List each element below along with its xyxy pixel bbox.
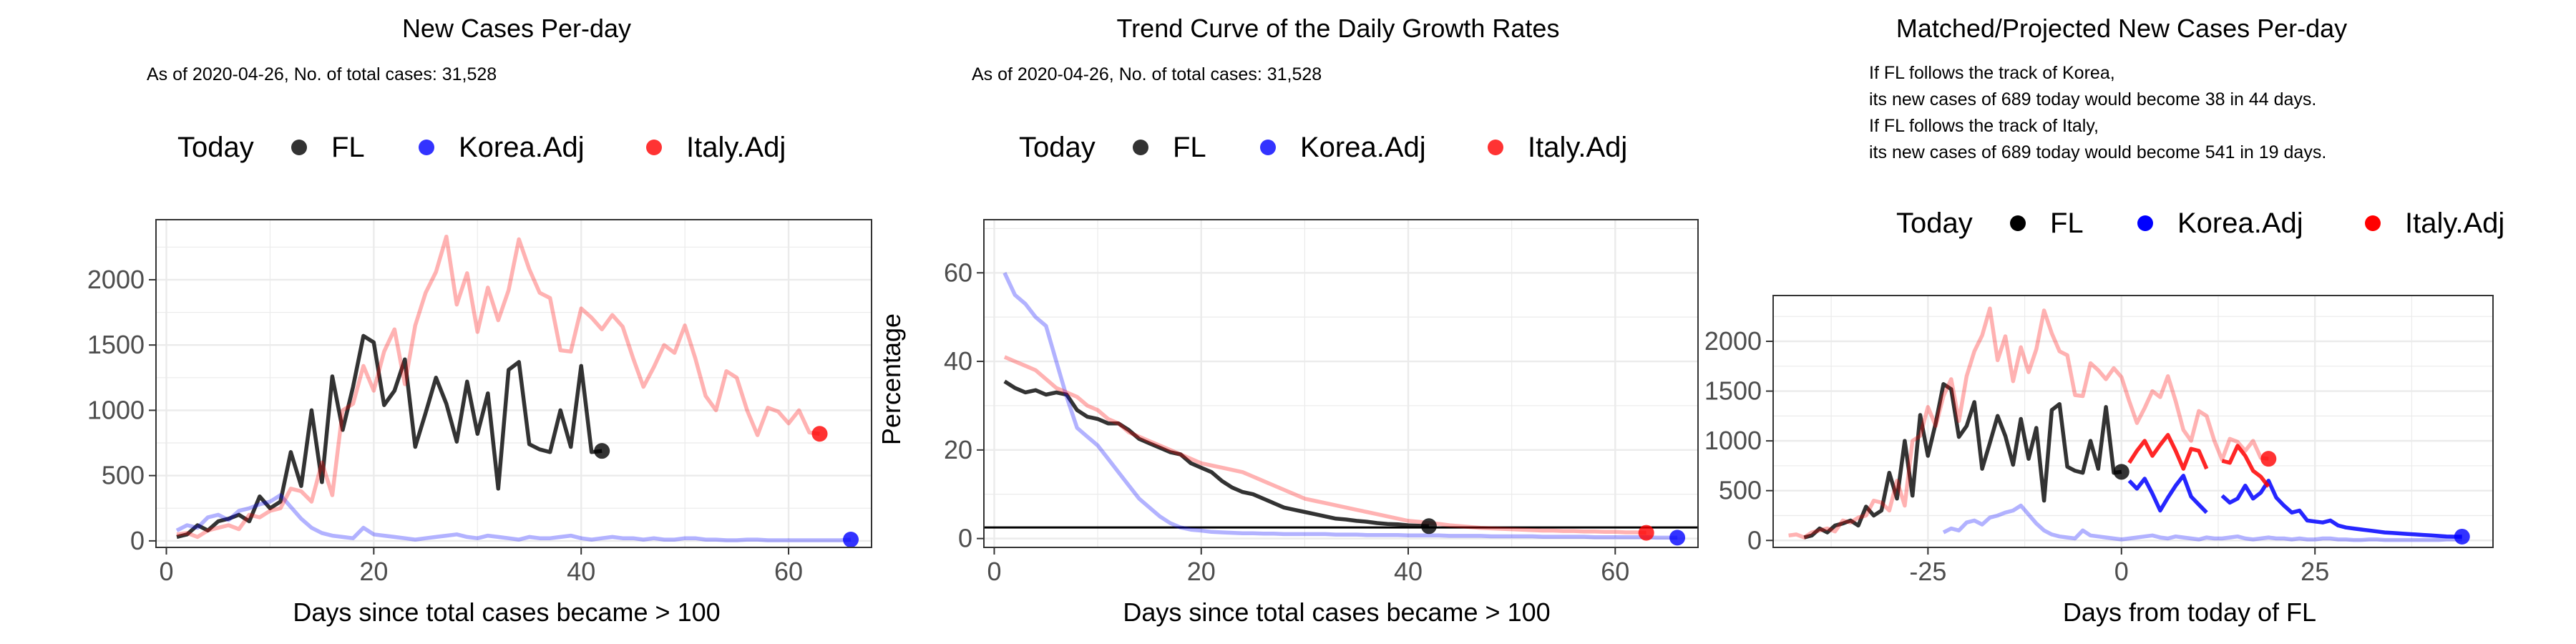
legend-key-korea (2137, 215, 2153, 231)
legend-key-fl (1133, 140, 1148, 155)
series-line-fl (176, 333, 602, 540)
legend-key-italy (1488, 140, 1503, 155)
panel-2-plot-area: 0 20 40 60 0 20 40 60 (944, 219, 1699, 586)
legend-key-korea (1260, 140, 1276, 155)
legend-label-korea: Korea.Adj (2177, 208, 2303, 239)
x-tick-label: 0 (159, 557, 173, 586)
x-tick-label: 0 (2114, 557, 2129, 586)
y-tick-label: 1000 (1704, 426, 1762, 455)
panel-1-plot-area: 0 20 40 60 0 500 1000 1500 2000 (87, 219, 872, 586)
panel-3-annotation-line-3: If FL follows the track of Italy, (1869, 116, 2099, 136)
today-point-fl (1420, 518, 1437, 535)
y-tick-label: 40 (944, 346, 972, 376)
panel-2-y-axis-label: Percentage (877, 313, 906, 445)
legend-title: Today (1019, 132, 1096, 163)
today-point-italy (811, 426, 828, 442)
legend-label-italy: Italy.Adj (1528, 132, 1627, 163)
y-tick-label: 0 (130, 526, 145, 555)
series-line-korea-projected (2127, 474, 2208, 514)
y-tick-label: 500 (102, 461, 145, 490)
series-line-korea (1002, 272, 1678, 540)
y-tick-label: 1500 (1704, 376, 1762, 406)
panel-2-x-axis-label: Days since total cases became > 100 (1123, 597, 1550, 627)
x-tick-label: 60 (1601, 557, 1629, 586)
legend-label-fl: FL (2050, 208, 2084, 239)
y-tick-label: 1500 (87, 330, 145, 359)
panel-border (1772, 295, 2494, 548)
panel-border (155, 219, 872, 548)
panel-1-legend: Today FL Korea.Adj Italy.Adj (177, 132, 786, 163)
series-line-korea-projected (2220, 479, 2462, 539)
panel-border (983, 219, 1699, 548)
panel-3-annotation-line-1: If FL follows the track of Korea, (1869, 63, 2115, 83)
x-tick-label: 20 (359, 557, 388, 586)
legend-key-italy (2365, 215, 2381, 231)
today-point-italy (2260, 451, 2277, 467)
y-tick-label: 20 (944, 435, 972, 464)
today-point-fl (2113, 464, 2129, 480)
legend-title: Today (1896, 208, 1973, 239)
y-tick-label: 0 (1747, 525, 1762, 555)
panel-3-annotation-line-4: its new cases of 689 today would become … (1869, 142, 2326, 162)
legend-label-fl: FL (331, 132, 365, 163)
legend-key-korea (419, 140, 434, 155)
legend-label-fl: FL (1173, 132, 1206, 163)
y-tick-label: 500 (1719, 476, 1762, 505)
legend-label-italy: Italy.Adj (686, 132, 786, 163)
legend-key-fl (291, 140, 307, 155)
series-line-korea (1942, 503, 2462, 542)
y-tick-label: 60 (944, 258, 972, 287)
panel-2-title: Trend Curve of the Daily Growth Rates (1117, 14, 1560, 43)
x-tick-label: -25 (1909, 557, 1946, 586)
today-point-italy (1638, 525, 1654, 541)
y-tick-label: 2000 (87, 265, 145, 294)
series-line-fl (1003, 379, 1430, 529)
legend-title: Today (177, 132, 254, 163)
x-tick-label: 0 (987, 557, 1001, 586)
panel-2-subtitle: As of 2020-04-26, No. of total cases: 31… (972, 64, 1322, 84)
panel-3-title: Matched/Projected New Cases Per-day (1896, 14, 2347, 43)
today-point-korea (843, 532, 859, 548)
series-line-italy-projected (2127, 433, 2209, 471)
today-point-fl (594, 443, 610, 459)
today-point-korea (1669, 530, 1686, 546)
series-line-italy (176, 234, 820, 540)
y-tick-label: 0 (958, 524, 972, 553)
panel-growth-rates: Trend Curve of the Daily Growth Rates As… (877, 14, 1699, 627)
today-point-korea (2454, 528, 2470, 545)
y-tick-label: 1000 (87, 395, 145, 424)
legend-key-fl (2010, 215, 2026, 231)
x-tick-label: 20 (1187, 557, 1216, 586)
panel-projected: Matched/Projected New Cases Per-day If F… (1704, 14, 2504, 627)
series-line-italy (1788, 306, 2269, 540)
x-tick-label: 25 (2301, 557, 2329, 586)
x-tick-label: 60 (774, 557, 803, 586)
panel-2-legend: Today FL Korea.Adj Italy.Adj (1019, 132, 1627, 163)
panel-new-cases: New Cases Per-day As of 2020-04-26, No. … (87, 14, 872, 627)
panel-1-title: New Cases Per-day (402, 14, 631, 43)
series-line-italy-projected (2221, 444, 2270, 488)
series-line-italy (1003, 355, 1646, 535)
legend-key-italy (646, 140, 662, 155)
legend-label-korea: Korea.Adj (1300, 132, 1426, 163)
legend-label-italy: Italy.Adj (2405, 208, 2504, 239)
panel-3-legend: Today FL Korea.Adj Italy.Adj (1896, 208, 2504, 239)
series-line-fl (1803, 382, 2122, 540)
y-tick-label: 2000 (1704, 326, 1762, 356)
panel-3-x-axis-label: Days from today of FL (2063, 597, 2316, 627)
panel-1-x-axis-label: Days since total cases became > 100 (293, 597, 720, 627)
x-tick-label: 40 (1394, 557, 1423, 586)
panel-3-annotation-line-2: its new cases of 689 today would become … (1869, 89, 2316, 109)
x-tick-label: 40 (567, 557, 595, 586)
panel-1-subtitle: As of 2020-04-26, No. of total cases: 31… (147, 64, 497, 84)
series-line-korea (175, 493, 852, 542)
legend-label-korea: Korea.Adj (459, 132, 585, 163)
